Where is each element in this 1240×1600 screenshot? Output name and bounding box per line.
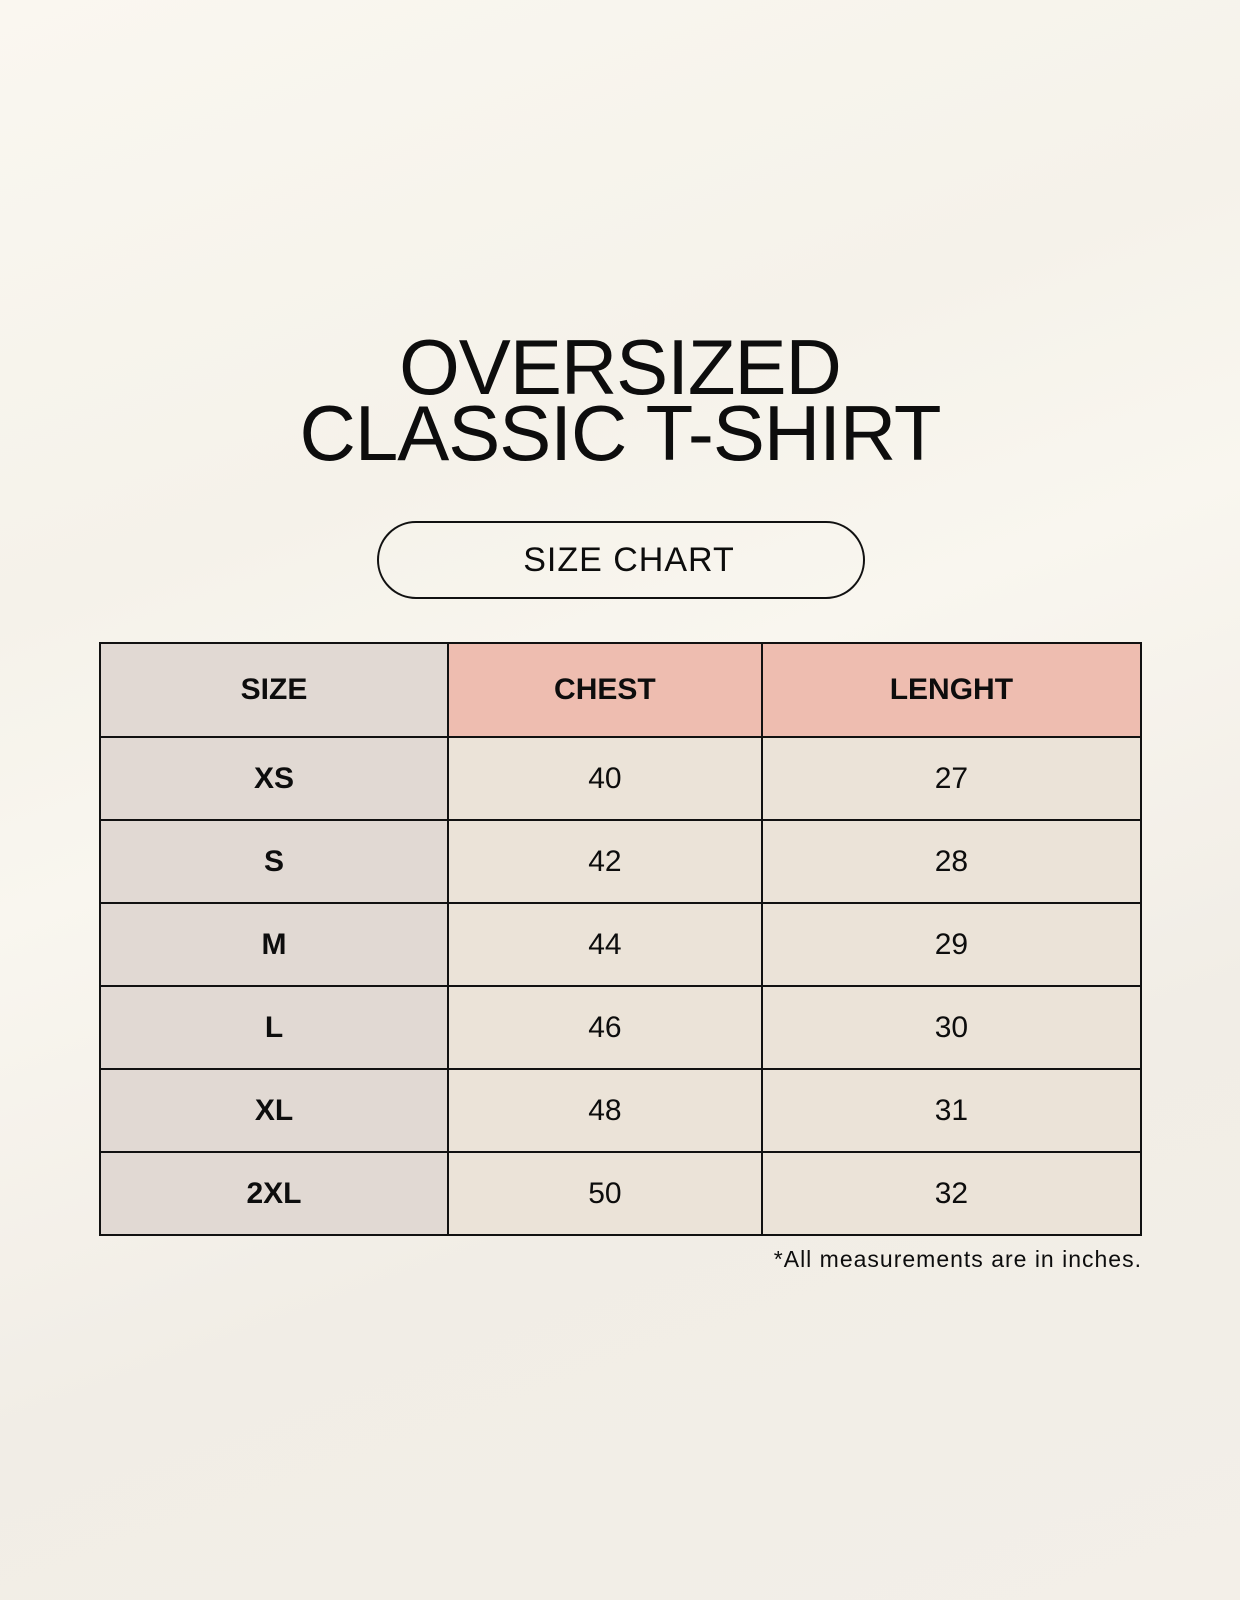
- footnote: *All measurements are in inches.: [773, 1246, 1142, 1272]
- table-row: M 44 29: [99, 902, 1143, 987]
- cell-size: XS: [99, 736, 449, 821]
- table-row: XS 40 27: [99, 736, 1143, 821]
- table-row: S 42 28: [99, 819, 1143, 904]
- table-header-row: SIZE CHEST LENGHT: [99, 642, 1143, 738]
- cell-length: 32: [760, 1151, 1143, 1236]
- cell-chest: 42: [447, 819, 763, 904]
- cell-size: L: [99, 985, 449, 1070]
- cell-size: S: [99, 819, 449, 904]
- header-chest: CHEST: [447, 642, 763, 738]
- cell-chest: 48: [447, 1068, 763, 1153]
- table-row: L 46 30: [99, 985, 1143, 1070]
- title-line-1: OVERSIZED: [399, 323, 842, 411]
- size-chart-badge: SIZE CHART: [377, 521, 865, 599]
- table-row: 2XL 50 32: [99, 1151, 1143, 1236]
- cell-size: XL: [99, 1068, 449, 1153]
- cell-length: 30: [760, 985, 1143, 1070]
- cell-chest: 44: [447, 902, 763, 987]
- cell-chest: 50: [447, 1151, 763, 1236]
- cell-length: 28: [760, 819, 1143, 904]
- cell-chest: 40: [447, 736, 763, 821]
- cell-length: 31: [760, 1068, 1143, 1153]
- header-length: LENGHT: [760, 642, 1143, 738]
- table-row: XL 48 31: [99, 1068, 1143, 1153]
- size-table: SIZE CHEST LENGHT XS 40 27 S 42 28 M 44 29 L 46 30 X…: [99, 642, 1143, 1236]
- page-title: OVERSIZED CLASSIC T-SHIRT: [0, 323, 1240, 477]
- cell-size: 2XL: [99, 1151, 449, 1236]
- cell-size: M: [99, 902, 449, 987]
- header-size: SIZE: [99, 642, 449, 738]
- title-line-2: CLASSIC T-SHIRT: [299, 389, 942, 477]
- cell-length: 27: [760, 736, 1143, 821]
- cell-chest: 46: [447, 985, 763, 1070]
- cell-length: 29: [760, 902, 1143, 987]
